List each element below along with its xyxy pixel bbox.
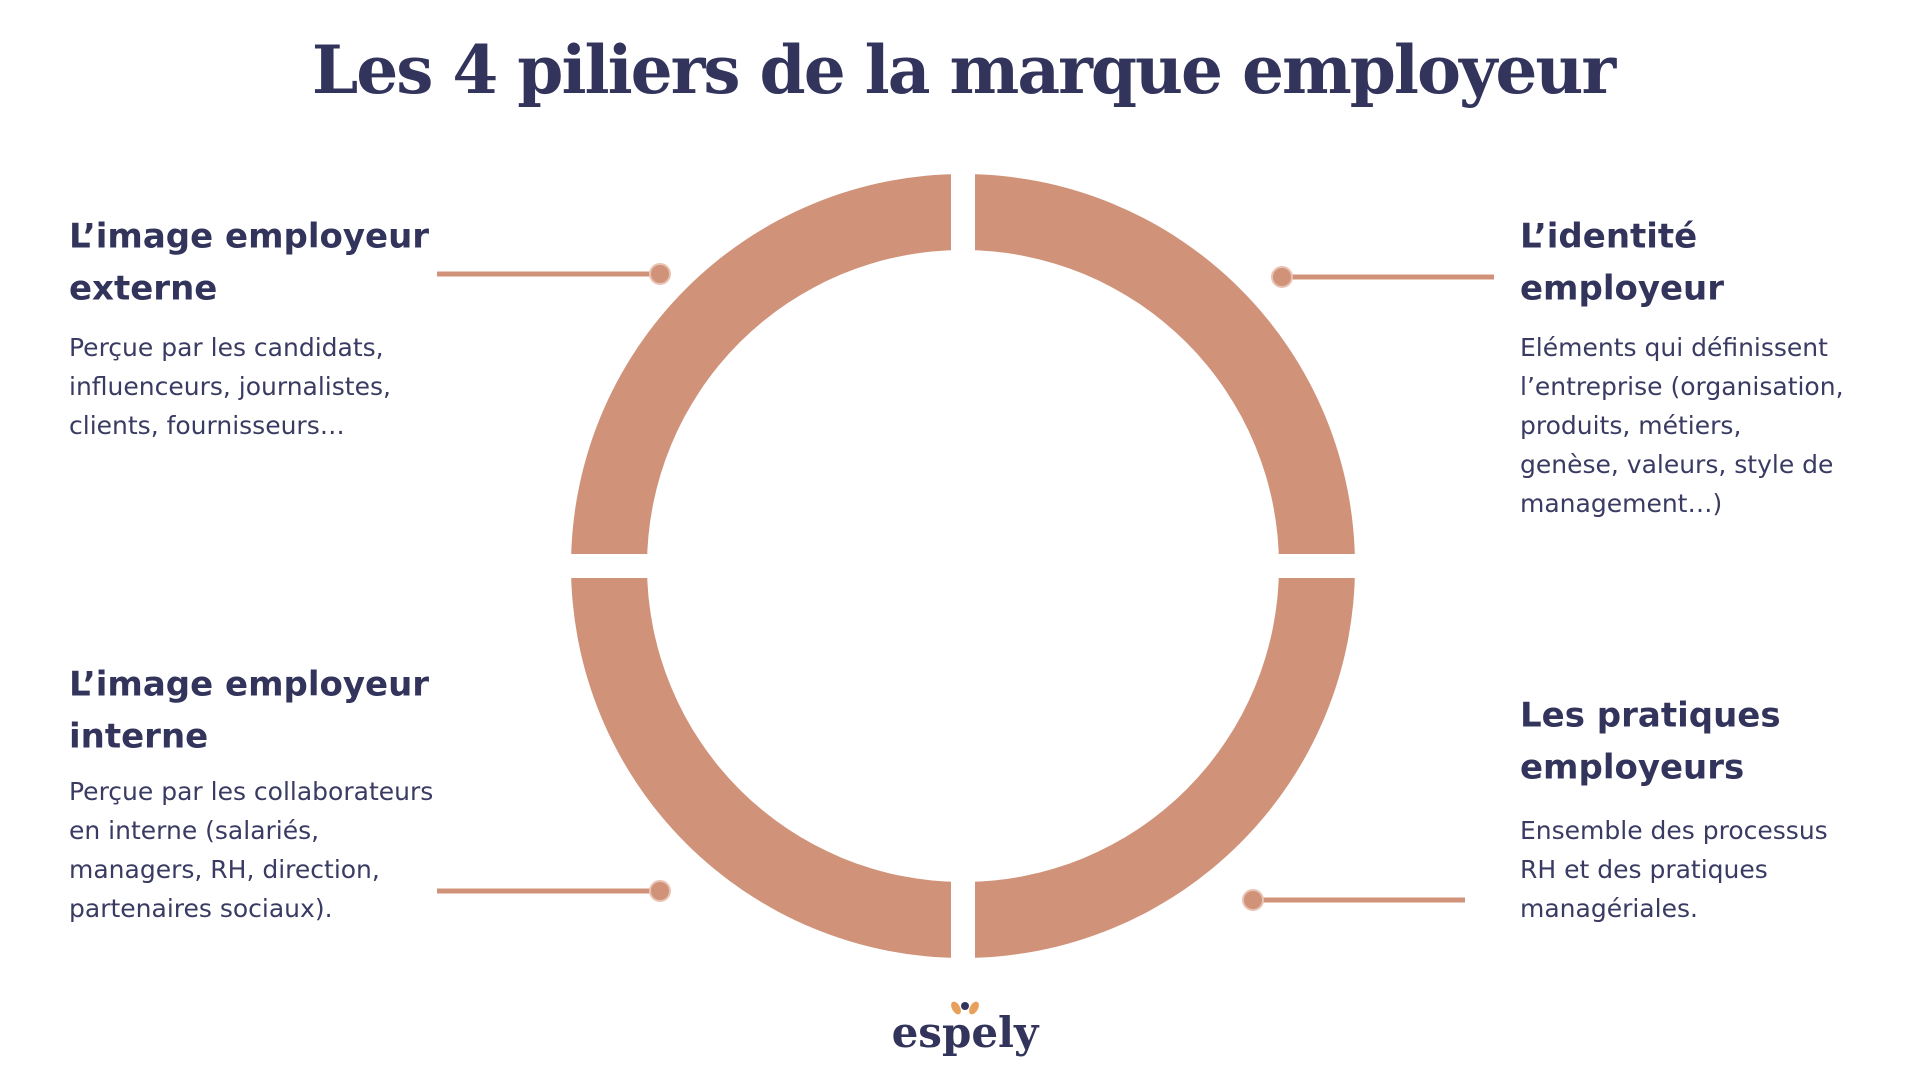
pillar-heading: employeur: [1520, 269, 1724, 309]
pillar-heading: externe: [69, 269, 217, 309]
pillar-description: en interne (salariés,: [69, 816, 319, 845]
pillar-description: genèse, valeurs, style de: [1520, 450, 1833, 479]
title: Les 4 piliers de la marque employeur: [312, 31, 1617, 109]
connector-dot: [1271, 266, 1293, 288]
pillar-description: Ensemble des processus: [1520, 816, 1828, 845]
connector-dot: [649, 263, 671, 285]
connector-dot: [1242, 889, 1264, 911]
pillar-description: influenceurs, journalistes,: [69, 372, 391, 401]
connector-dot: [649, 880, 671, 902]
pillar-heading: L’identité: [1520, 217, 1697, 257]
pillar-description: Perçue par les candidats,: [69, 333, 384, 362]
logo: espely: [892, 1008, 1040, 1057]
pillar-heading: L’image employeur: [69, 665, 429, 705]
pillar-description: management…): [1520, 489, 1722, 518]
pillar-description: partenaires sociaux).: [69, 894, 333, 923]
ring-gap: [560, 554, 1366, 578]
pillar-description: produits, métiers,: [1520, 411, 1741, 440]
connectors: [437, 263, 1494, 911]
pillar-description: Eléments qui définissent: [1520, 333, 1828, 362]
pillar-heading: Les pratiques: [1520, 696, 1781, 736]
logo-icon: [951, 1001, 979, 1015]
pillar-description: clients, fournisseurs…: [69, 411, 345, 440]
pillar-description: l’entreprise (organisation,: [1520, 372, 1844, 401]
pillar-description: managériales.: [1520, 894, 1698, 923]
pillar-heading: interne: [69, 717, 208, 757]
pillar-description: RH et des pratiques: [1520, 855, 1768, 884]
pillar-heading: employeurs: [1520, 748, 1744, 788]
pillar-description: managers, RH, direction,: [69, 855, 380, 884]
pillar-description: Perçue par les collaborateurs: [69, 777, 433, 806]
pillar-heading: L’image employeur: [69, 217, 429, 257]
